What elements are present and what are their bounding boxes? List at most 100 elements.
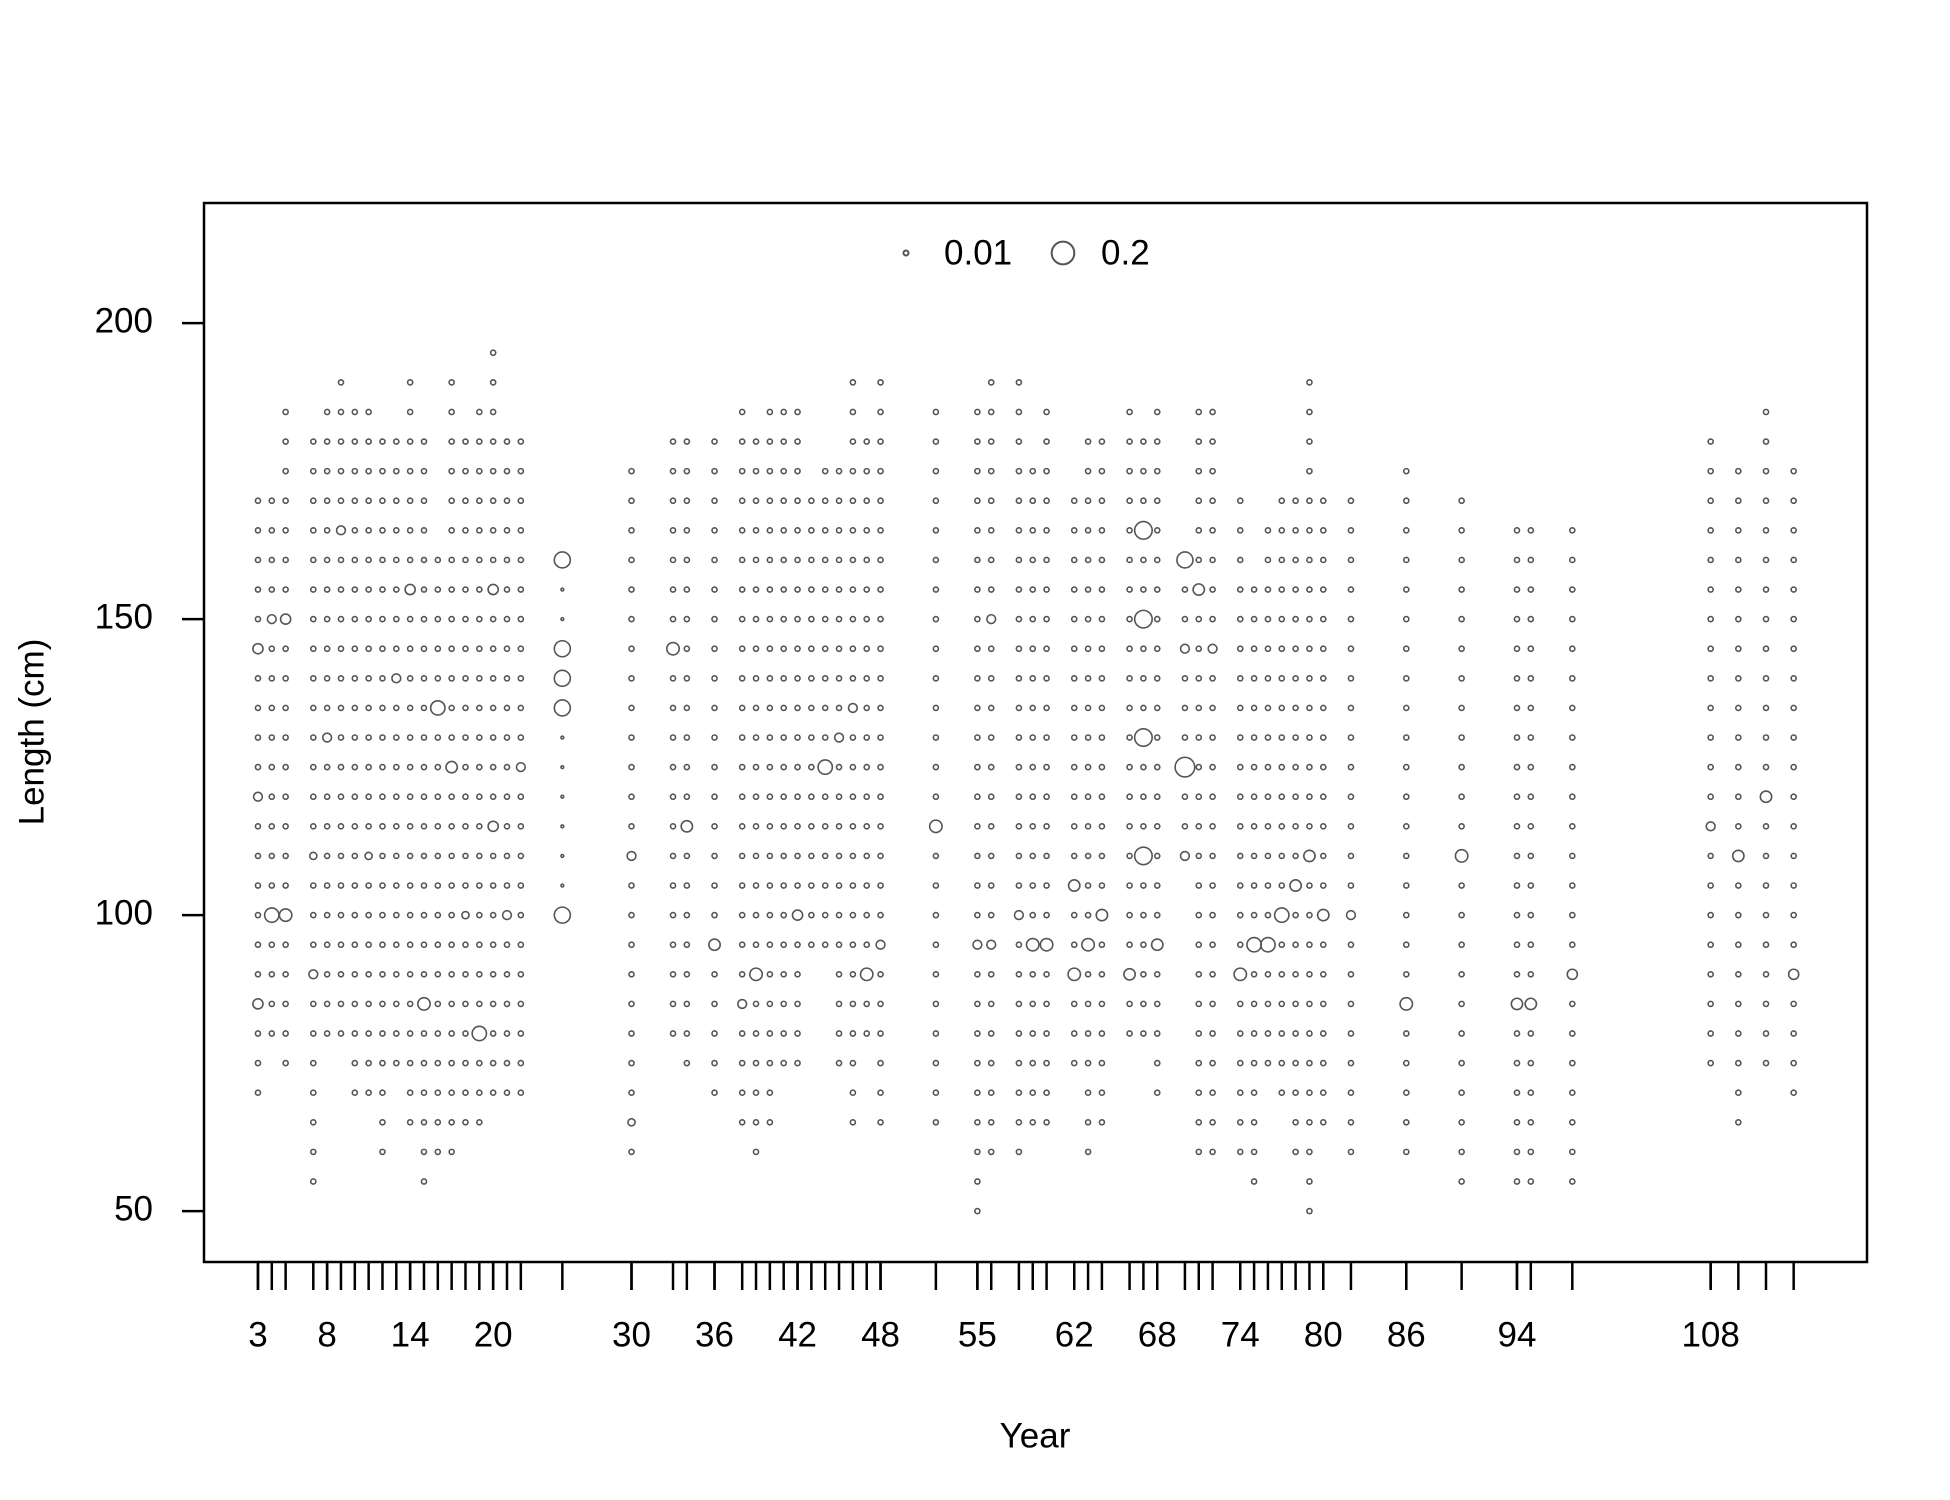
- bubble: [1568, 793, 1576, 801]
- bubble: [365, 497, 372, 505]
- bubble: [309, 497, 317, 505]
- bubble: [406, 852, 414, 860]
- bubble: [752, 586, 760, 593]
- bubble: [489, 497, 497, 505]
- bubble: [1402, 527, 1410, 534]
- bubble: [1153, 1000, 1161, 1008]
- bubble: [780, 970, 788, 978]
- bubble: [821, 852, 829, 860]
- bubble: [1458, 1000, 1465, 1008]
- bubble: [1513, 1089, 1521, 1097]
- bubble: [835, 556, 843, 564]
- bubble: [337, 497, 345, 505]
- bubble: [323, 556, 331, 564]
- bubble: [1015, 1148, 1023, 1156]
- bubble: [1306, 438, 1313, 445]
- bubble: [1527, 1059, 1535, 1067]
- bubble: [711, 793, 718, 801]
- bubble: [780, 882, 788, 889]
- bubble: [278, 908, 293, 923]
- bubble: [780, 497, 788, 505]
- bubble: [669, 1030, 677, 1037]
- bubble: [1347, 675, 1355, 682]
- bubble: [420, 763, 428, 771]
- bubble: [1458, 882, 1465, 889]
- bubble: [766, 1030, 774, 1037]
- bubble: [1527, 1030, 1535, 1037]
- bubble: [1292, 1030, 1299, 1037]
- bubble: [1707, 675, 1714, 682]
- bubble: [749, 967, 764, 982]
- x-tick-label: 48: [861, 1315, 900, 1354]
- bubble: [849, 911, 857, 919]
- bubble: [974, 763, 981, 771]
- bubble: [448, 882, 455, 889]
- bubble: [475, 852, 483, 860]
- bubble: [282, 793, 289, 801]
- bubble: [1458, 734, 1465, 741]
- bubble: [1292, 793, 1299, 801]
- bubble: [1195, 970, 1203, 978]
- bubble: [863, 438, 871, 445]
- bubble: [1070, 1030, 1078, 1037]
- bubble: [766, 1000, 774, 1008]
- bubble: [379, 704, 386, 712]
- bubble: [1015, 852, 1023, 860]
- bubble: [932, 1059, 940, 1067]
- bubble: [752, 822, 760, 830]
- bubble: [974, 704, 981, 712]
- bubble: [282, 527, 289, 534]
- bubble: [794, 467, 801, 475]
- bubble: [268, 852, 276, 860]
- bubble: [1458, 586, 1465, 593]
- bubble: [987, 911, 995, 919]
- bubble: [254, 970, 262, 978]
- bubble: [1236, 675, 1244, 682]
- bubble: [794, 586, 801, 593]
- bubble: [766, 1059, 774, 1067]
- bubble: [475, 882, 483, 889]
- bubble: [1126, 852, 1133, 860]
- bubble: [351, 970, 359, 978]
- bubble: [1029, 793, 1037, 801]
- bubble: [628, 645, 635, 653]
- bubble: [628, 497, 635, 505]
- bubble: [1306, 970, 1313, 978]
- bubble: [487, 583, 500, 596]
- bubble: [808, 497, 815, 505]
- bubble: [462, 793, 469, 801]
- bubble: [379, 1148, 386, 1156]
- bubble: [379, 497, 386, 505]
- bubble: [1527, 1178, 1535, 1185]
- bubble: [392, 1030, 400, 1037]
- bubble: [406, 675, 414, 682]
- bubble: [683, 586, 691, 593]
- bubble: [711, 1089, 718, 1097]
- bubble: [254, 1059, 262, 1067]
- bubble: [1029, 1059, 1037, 1067]
- bubble: [1098, 556, 1106, 564]
- bubble: [254, 704, 262, 712]
- bubble: [309, 822, 317, 830]
- bubble: [1306, 1000, 1313, 1008]
- bubble: [489, 704, 497, 712]
- bubble: [738, 467, 746, 475]
- bubble: [711, 1030, 718, 1037]
- bubble: [1568, 1000, 1576, 1008]
- bubble: [1084, 882, 1092, 889]
- bubble: [808, 882, 815, 889]
- bubble: [503, 822, 511, 830]
- bubble: [766, 1118, 774, 1126]
- bubble: [365, 556, 372, 564]
- bubble: [669, 734, 677, 741]
- bubble: [835, 822, 843, 830]
- bubble: [1458, 527, 1465, 534]
- bubble: [1292, 1089, 1299, 1097]
- bubble: [669, 556, 677, 564]
- bubble: [766, 793, 774, 801]
- bubble: [711, 911, 718, 919]
- bubble: [1319, 734, 1327, 741]
- bubble: [420, 527, 428, 534]
- bubble: [1513, 970, 1521, 978]
- bubble: [1070, 1059, 1078, 1067]
